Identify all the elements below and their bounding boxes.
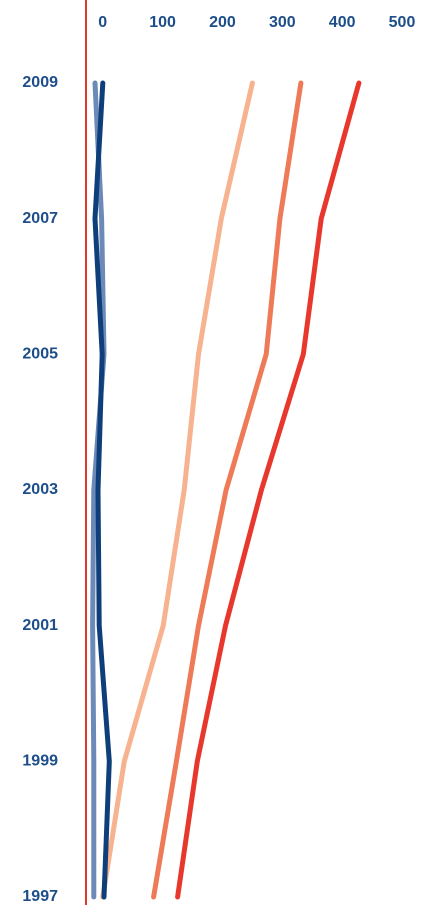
x-axis: 0 100 200 300 400 500 <box>98 14 415 31</box>
x-tick-label: 400 <box>329 14 356 31</box>
y-tick-label: 1997 <box>22 888 58 905</box>
y-tick-label: 2007 <box>22 210 58 227</box>
series-line-1 <box>100 80 255 900</box>
y-tick-label: 2001 <box>22 617 58 634</box>
y-tick-label: 2009 <box>22 74 58 91</box>
x-tick-label: 0 <box>98 14 107 31</box>
series-line-2 <box>151 80 304 900</box>
series-line-4 <box>90 80 107 900</box>
y-tick-label: 2003 <box>22 481 58 498</box>
y-axis: 2009 2007 2005 2003 2001 1999 1997 <box>22 74 58 905</box>
x-tick-label: 100 <box>149 14 176 31</box>
y-tick-label: 2005 <box>22 346 58 363</box>
series-line-5 <box>92 80 112 900</box>
series-layer <box>90 80 362 900</box>
x-tick-label: 300 <box>269 14 296 31</box>
x-tick-label: 500 <box>389 14 416 31</box>
series-line-3 <box>175 80 362 900</box>
x-tick-label: 200 <box>209 14 236 31</box>
y-tick-label: 1999 <box>22 753 58 770</box>
